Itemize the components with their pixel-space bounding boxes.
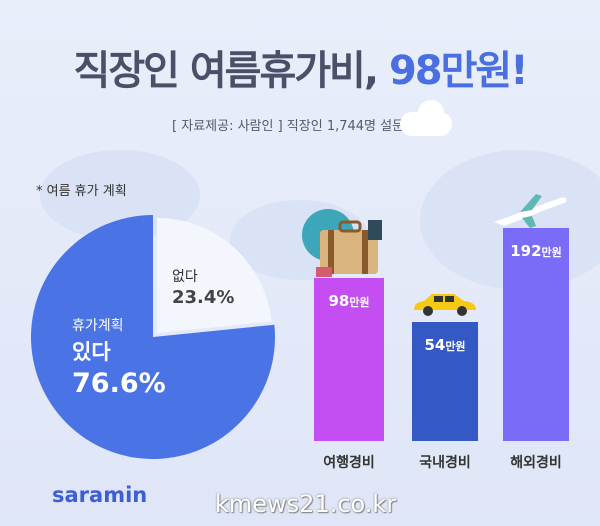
bar-unit: 만원	[445, 339, 466, 353]
watermark: kmews21.co.kr	[215, 490, 397, 518]
pie-slice-yes	[31, 214, 276, 459]
suitcase-icon	[302, 209, 382, 277]
airplane-icon	[494, 194, 567, 228]
title-main: 직장인 여름휴가비,	[73, 48, 389, 94]
bar-unit: 만원	[541, 245, 562, 259]
pie-label-yes: 있다	[72, 340, 111, 364]
saramin-logo: saramin	[52, 483, 148, 507]
subtitle: [ 자료제공: 사람인 ] 직장인 1,744명 설문조사	[172, 119, 428, 134]
bar-travel: 98만원	[314, 277, 384, 441]
bar-category-label: 국내경비	[419, 455, 471, 471]
bar-overseas: 192만원	[503, 227, 569, 441]
bar-value-label: 192만원	[503, 242, 569, 260]
pie-title: * 여름 휴가 계획	[36, 184, 127, 199]
cloud-icon	[400, 100, 452, 136]
pie-label-yes-top: 휴가계획	[72, 318, 124, 334]
bar-value: 98	[328, 291, 350, 310]
pie-value-no: 23.4%	[172, 287, 235, 308]
bar-category-label: 여행경비	[323, 455, 375, 471]
pie-slice-no	[157, 218, 272, 333]
bar-value-label: 54만원	[412, 336, 478, 354]
bar-category-label: 해외경비	[510, 455, 562, 471]
page-title: 직장인 여름휴가비, 98만원!	[0, 38, 600, 96]
car-icon	[414, 294, 476, 316]
bar-unit: 만원	[349, 295, 370, 309]
bar-value: 192	[510, 241, 542, 260]
bar-value-label: 98만원	[314, 292, 384, 310]
bar-domestic: 54만원	[412, 321, 478, 441]
pie-label-no: 없다	[172, 269, 198, 285]
pie-value-yes: 76.6%	[72, 368, 166, 399]
pie-chart	[31, 214, 276, 459]
bar-value: 54	[424, 335, 446, 354]
title-highlight: 98만원!	[388, 48, 529, 94]
